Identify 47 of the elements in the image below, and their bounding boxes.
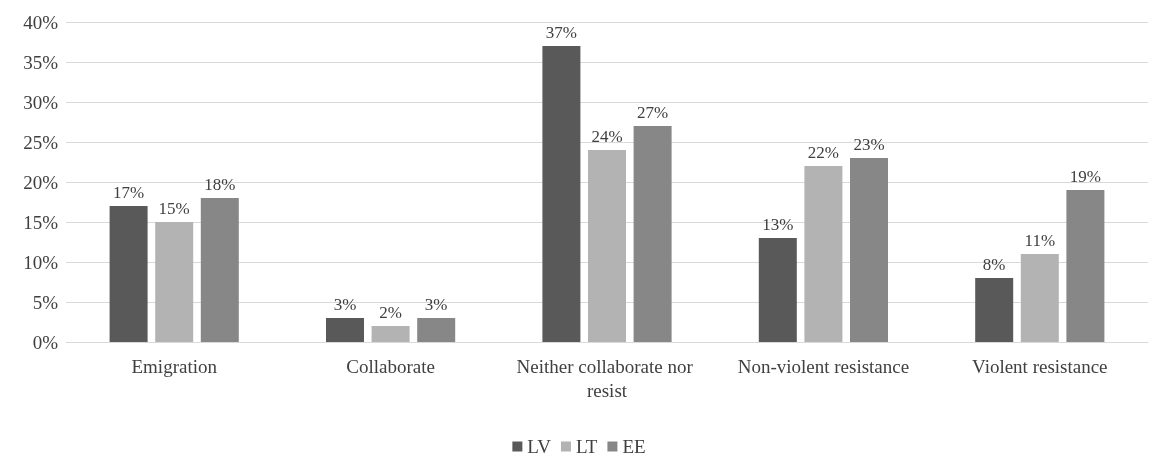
bar <box>633 126 672 342</box>
y-tick-label: 15% <box>23 211 59 233</box>
bar <box>326 318 364 342</box>
x-tick-label: Non-violent resistance <box>737 355 910 377</box>
bar <box>588 150 626 342</box>
y-tick-label: 35% <box>23 51 59 73</box>
bar <box>758 238 797 342</box>
bar <box>542 46 581 342</box>
legend-label: LT <box>575 436 598 457</box>
data-label: 37% <box>545 23 577 42</box>
data-label: 13% <box>762 215 794 234</box>
data-label: 18% <box>204 175 236 194</box>
data-label: 17% <box>113 183 145 202</box>
data-label: 27% <box>637 103 669 122</box>
bar <box>371 326 410 342</box>
data-label: 2% <box>379 303 402 322</box>
bar <box>109 206 148 342</box>
data-label: 3% <box>333 295 357 314</box>
y-tick-label: 40% <box>23 11 59 33</box>
bar <box>155 222 194 342</box>
bar <box>200 198 239 342</box>
data-label: 11% <box>1024 231 1056 250</box>
y-tick-label: 0% <box>32 331 59 353</box>
x-tick-label: Violent resistance <box>972 355 1108 377</box>
data-label: 3% <box>424 295 448 314</box>
x-tick-label: Collaborate <box>346 355 435 377</box>
bar <box>1020 254 1059 342</box>
data-label: 19% <box>1069 167 1101 186</box>
y-tick-label: 10% <box>23 251 59 273</box>
bar <box>850 158 888 342</box>
data-label: 15% <box>158 199 190 218</box>
data-label: 8% <box>982 255 1006 274</box>
x-tick-label: Emigration <box>131 355 218 377</box>
y-tick-label: 30% <box>23 91 59 113</box>
legend-label: EE <box>622 436 646 457</box>
bar <box>417 318 456 342</box>
y-tick-label: 25% <box>23 131 59 153</box>
data-label: 22% <box>807 143 839 162</box>
bar <box>1066 190 1105 342</box>
bar <box>975 278 1014 342</box>
legend-label: LV <box>527 436 552 457</box>
y-tick-label: 20% <box>23 171 59 193</box>
x-tick-label: Neither collaborate nor resist <box>516 355 698 401</box>
y-tick-label: 5% <box>32 291 59 313</box>
data-label: 24% <box>591 127 623 146</box>
data-label: 23% <box>853 135 885 154</box>
bar <box>804 166 843 342</box>
